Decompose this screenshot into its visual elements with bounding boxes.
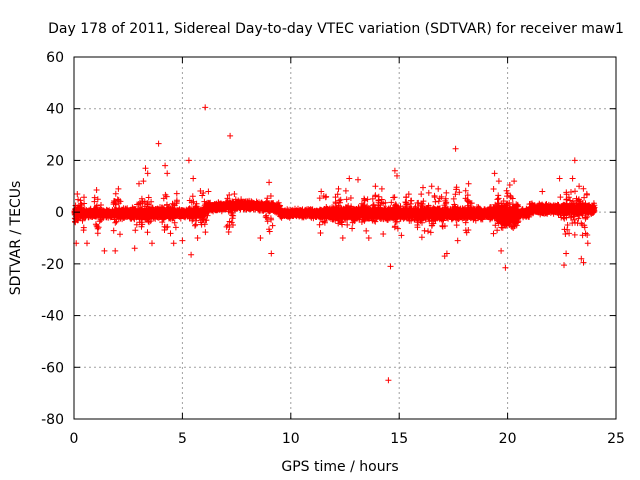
data-points [71, 104, 598, 384]
x-axis-label: GPS time / hours [281, 459, 398, 475]
chart-title: Day 178 of 2011, Sidereal Day-to-day VTE… [48, 21, 624, 37]
y-axis-label: SDTVAR / TECUs [8, 181, 24, 296]
grid-lines [74, 57, 616, 419]
